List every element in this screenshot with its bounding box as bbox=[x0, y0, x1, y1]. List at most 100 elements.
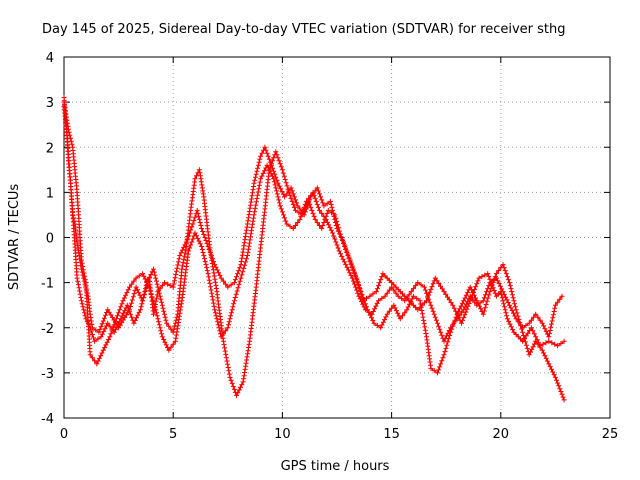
data-point-marker bbox=[558, 341, 564, 346]
data-point-marker bbox=[384, 275, 390, 281]
data-point-marker bbox=[278, 164, 284, 170]
data-point-marker bbox=[441, 352, 447, 358]
data-point-marker bbox=[243, 259, 249, 265]
data-point-marker bbox=[487, 280, 493, 286]
data-point-marker bbox=[92, 338, 98, 344]
data-point-marker bbox=[465, 299, 471, 305]
data-point-marker bbox=[231, 298, 237, 304]
data-point-marker bbox=[524, 345, 530, 351]
data-point-marker bbox=[181, 253, 187, 259]
data-point-marker bbox=[263, 147, 269, 153]
data-point-marker bbox=[82, 313, 88, 319]
data-point-marker bbox=[276, 158, 282, 164]
data-point-marker bbox=[259, 150, 265, 156]
data-point-marker bbox=[281, 212, 286, 218]
data-point-marker bbox=[404, 295, 410, 301]
x-tick-label: 25 bbox=[602, 427, 619, 442]
data-point-marker bbox=[369, 311, 375, 317]
data-point-marker bbox=[463, 301, 469, 307]
data-point-marker bbox=[288, 185, 294, 191]
data-point-marker bbox=[144, 279, 150, 285]
data-point-marker bbox=[220, 331, 226, 337]
data-point-marker bbox=[373, 303, 379, 309]
data-point-marker bbox=[509, 289, 515, 295]
data-point-marker bbox=[223, 328, 229, 334]
data-point-marker bbox=[201, 253, 207, 259]
y-tick-label: -2 bbox=[41, 322, 54, 337]
data-point-marker bbox=[238, 384, 243, 390]
data-point-marker bbox=[260, 170, 266, 176]
data-point-marker bbox=[223, 351, 229, 357]
data-point-marker bbox=[228, 310, 234, 316]
data-point-marker bbox=[528, 317, 534, 323]
data-point-marker bbox=[253, 202, 259, 208]
x-tick-label: 15 bbox=[383, 427, 400, 442]
data-point-marker bbox=[533, 334, 539, 340]
data-point-marker bbox=[110, 325, 116, 331]
data-point-marker bbox=[340, 256, 346, 262]
data-point-marker bbox=[284, 221, 290, 227]
data-point-marker bbox=[493, 275, 499, 281]
data-point-marker bbox=[216, 270, 222, 276]
data-point-marker bbox=[268, 170, 274, 176]
data-point-marker bbox=[195, 235, 201, 241]
data-point-marker bbox=[444, 333, 450, 339]
data-point-marker bbox=[156, 322, 162, 328]
data-point-marker bbox=[96, 329, 102, 335]
data-point-marker bbox=[350, 278, 356, 284]
data-point-marker bbox=[131, 278, 137, 284]
data-point-marker bbox=[377, 280, 383, 286]
data-point-marker bbox=[128, 300, 134, 306]
data-point-marker bbox=[332, 236, 338, 242]
data-point-marker bbox=[501, 304, 507, 310]
data-point-marker bbox=[320, 223, 326, 228]
data-point-marker bbox=[200, 229, 206, 234]
data-point-marker bbox=[508, 305, 514, 311]
data-point-marker bbox=[510, 295, 516, 301]
data-point-marker bbox=[324, 219, 330, 225]
data-point-marker bbox=[227, 374, 233, 380]
data-point-marker bbox=[262, 168, 267, 174]
data-point-marker bbox=[124, 302, 130, 308]
data-point-marker bbox=[298, 213, 304, 219]
data-point-marker bbox=[159, 331, 165, 337]
data-point-marker bbox=[462, 312, 468, 318]
data-point-marker bbox=[183, 247, 189, 253]
data-point-marker bbox=[66, 129, 72, 135]
data-point-marker bbox=[391, 302, 397, 308]
data-point-marker bbox=[374, 300, 380, 306]
data-point-marker bbox=[255, 162, 261, 168]
data-point-marker bbox=[244, 256, 249, 262]
data-point-marker bbox=[161, 308, 167, 314]
data-point-marker bbox=[154, 295, 160, 301]
data-point-marker bbox=[413, 304, 419, 310]
data-point-marker bbox=[109, 328, 115, 334]
data-point-marker bbox=[378, 277, 384, 283]
data-point-marker bbox=[239, 382, 245, 388]
data-point-marker bbox=[162, 314, 168, 320]
data-point-marker bbox=[344, 250, 350, 255]
data-point-marker bbox=[427, 299, 433, 305]
data-point-marker bbox=[467, 284, 473, 290]
data-point-marker bbox=[342, 244, 348, 249]
data-point-marker bbox=[428, 302, 434, 308]
data-point-marker bbox=[311, 192, 317, 198]
data-point-marker bbox=[277, 203, 283, 209]
series-track-3 bbox=[61, 99, 565, 367]
data-point-marker bbox=[443, 345, 449, 351]
data-point-marker bbox=[212, 307, 218, 313]
data-point-marker bbox=[402, 310, 408, 316]
data-point-marker bbox=[226, 322, 231, 328]
data-point-marker bbox=[166, 347, 172, 353]
data-point-marker bbox=[496, 281, 502, 286]
data-point-marker bbox=[159, 283, 165, 289]
data-point-marker bbox=[480, 298, 486, 304]
data-point-marker bbox=[558, 389, 564, 394]
data-point-marker bbox=[199, 244, 205, 249]
data-point-marker bbox=[476, 303, 482, 309]
data-point-marker bbox=[306, 195, 312, 201]
data-point-marker bbox=[535, 341, 541, 347]
data-point-marker bbox=[287, 223, 293, 229]
data-point-marker bbox=[98, 334, 104, 340]
data-point-marker bbox=[274, 191, 280, 197]
